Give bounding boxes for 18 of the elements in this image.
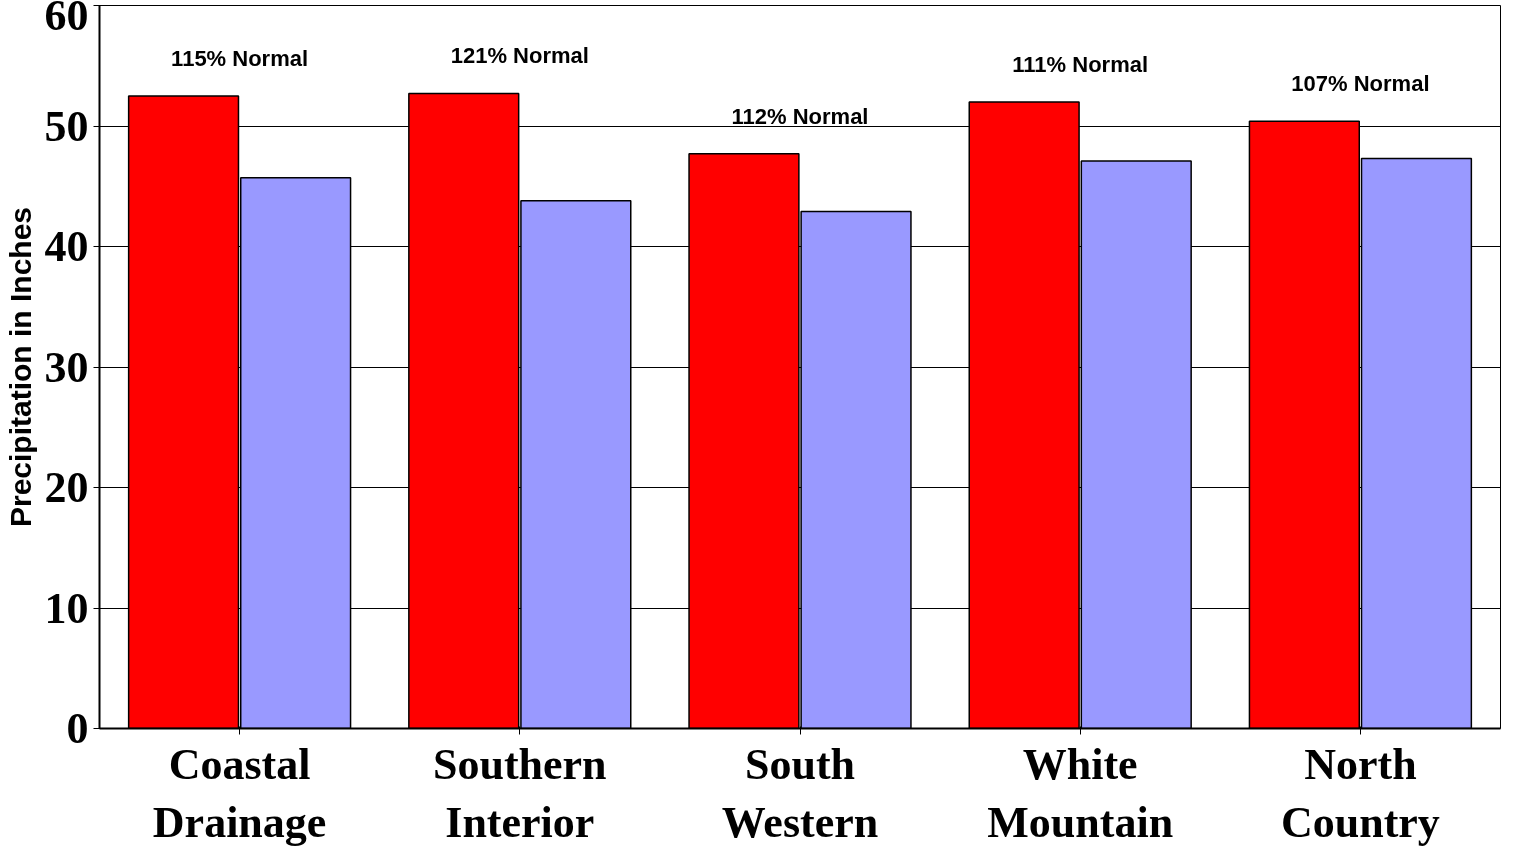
y-tick-label: 50 — [44, 101, 89, 151]
y-tick-label: 40 — [44, 222, 89, 271]
x-tick-label: North Country — [1280, 739, 1440, 848]
y-tick-label: 10 — [44, 583, 89, 633]
y-tick-label: 30 — [44, 342, 89, 392]
annotation: 121% Normal — [450, 43, 589, 69]
x-tick-label: South Western — [721, 739, 879, 848]
y-tick-label: 60 — [44, 0, 89, 40]
annotation: 115% Normal — [171, 45, 309, 71]
x-tick-label: Coastal Drainage — [152, 739, 327, 848]
annotation: 107% Normal — [1291, 71, 1430, 97]
annotation: 111% Normal — [1012, 51, 1149, 77]
x-tick-label: Southern Interior — [433, 739, 607, 848]
y-axis-title: Precipitation in Inches — [3, 206, 37, 528]
annotation: 112% Normal — [731, 103, 869, 129]
x-tick-label: White Mountain — [987, 739, 1174, 848]
y-tick-label: 0 — [66, 704, 89, 753]
y-tick-label: 20 — [44, 463, 89, 512]
